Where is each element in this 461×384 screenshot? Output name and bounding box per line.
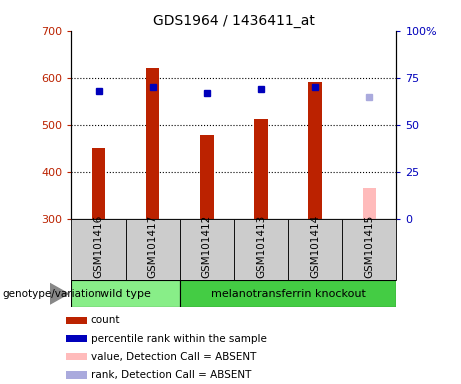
Text: wild type: wild type (100, 289, 151, 299)
Bar (146, 68, 160, 219)
Text: GSM101412: GSM101412 (202, 215, 212, 278)
Bar (308, 83, 322, 219)
Text: GSM101413: GSM101413 (256, 215, 266, 278)
Text: rank, Detection Call = ABSENT: rank, Detection Call = ABSENT (90, 370, 251, 380)
Bar (254, 119, 268, 219)
Text: GSM101415: GSM101415 (364, 215, 374, 278)
Title: GDS1964 / 1436411_at: GDS1964 / 1436411_at (153, 14, 315, 28)
Text: genotype/variation: genotype/variation (2, 289, 101, 299)
Text: GSM101417: GSM101417 (148, 215, 158, 278)
FancyBboxPatch shape (71, 219, 125, 280)
FancyBboxPatch shape (71, 280, 180, 307)
Polygon shape (50, 283, 68, 304)
Bar (66, 353, 87, 361)
FancyBboxPatch shape (125, 219, 180, 280)
FancyBboxPatch shape (234, 219, 288, 280)
FancyBboxPatch shape (180, 280, 396, 307)
FancyBboxPatch shape (342, 219, 396, 280)
Bar (363, 188, 376, 219)
FancyBboxPatch shape (288, 219, 342, 280)
Bar (66, 371, 87, 379)
Text: GSM101414: GSM101414 (310, 215, 320, 278)
Bar (92, 148, 105, 219)
Text: GSM101416: GSM101416 (94, 215, 104, 278)
Bar (66, 335, 87, 342)
FancyBboxPatch shape (180, 219, 234, 280)
Text: value, Detection Call = ABSENT: value, Detection Call = ABSENT (90, 352, 256, 362)
Text: count: count (90, 315, 120, 325)
Bar (200, 135, 213, 219)
Text: percentile rank within the sample: percentile rank within the sample (90, 334, 266, 344)
Bar (66, 317, 87, 324)
Text: melanotransferrin knockout: melanotransferrin knockout (211, 289, 366, 299)
